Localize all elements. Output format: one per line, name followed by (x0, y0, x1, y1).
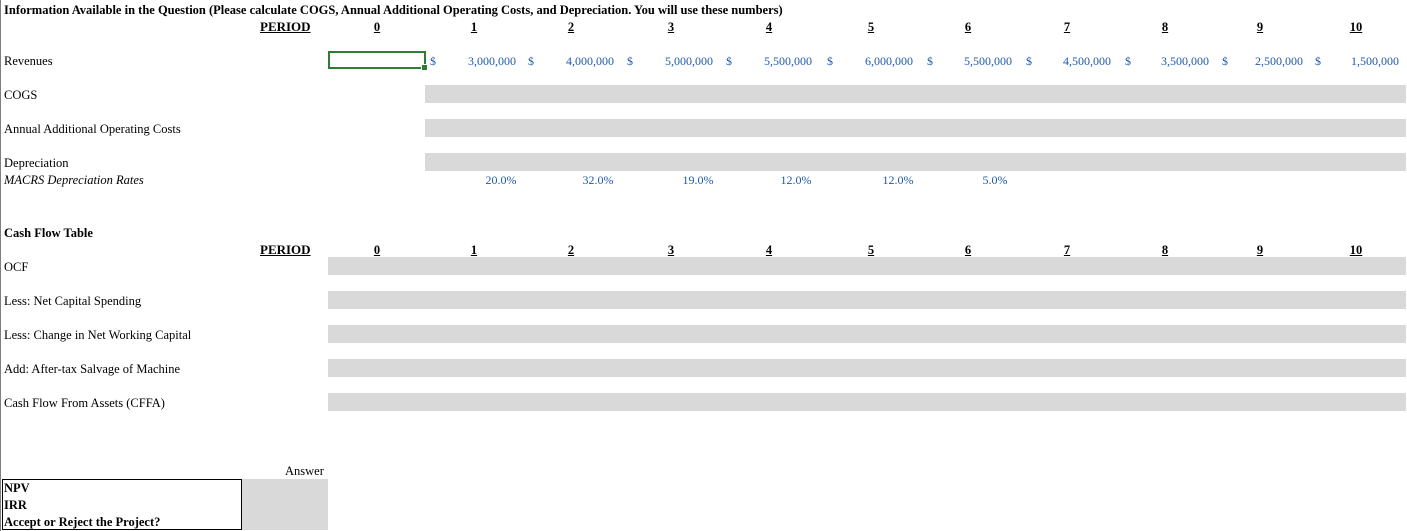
cf-period-header-10: 10 (1349, 243, 1363, 257)
irr-label: IRR (4, 498, 27, 512)
revenue-currency-1: $ (430, 54, 436, 68)
macrs-rate-3[interactable]: 19.0% (682, 173, 714, 187)
cf-period-header-9: 9 (1256, 243, 1264, 257)
row-label-depreciation[interactable]: Depreciation (4, 156, 69, 170)
row-label-macrs[interactable]: MACRS Depreciation Rates (4, 173, 144, 187)
cash-flow-title: Cash Flow Table (4, 226, 93, 240)
cf-period-header-8: 8 (1161, 243, 1169, 257)
revenue-currency-4: $ (726, 54, 732, 68)
cf-period-header-3: 3 (667, 243, 675, 257)
cffa-input-row[interactable] (328, 393, 1406, 411)
operating-costs-input-row[interactable] (425, 119, 1406, 137)
period-header-7: 7 (1063, 20, 1071, 34)
npv-label: NPV (4, 481, 30, 495)
macrs-rate-5[interactable]: 12.0% (882, 173, 914, 187)
revenue-cell-6[interactable]: 5,500,000 (964, 54, 1012, 68)
selected-cell[interactable] (328, 51, 428, 71)
revenue-cell-10[interactable]: 1,500,000 (1351, 54, 1399, 68)
revenue-cell-1[interactable]: 3,000,000 (468, 54, 516, 68)
period-header-5: 5 (867, 20, 875, 34)
capital-input-row[interactable] (328, 291, 1406, 309)
salvage-input-row[interactable] (328, 359, 1406, 377)
row-label-capital[interactable]: Less: Net Capital Spending (4, 294, 142, 308)
fill-handle[interactable] (421, 64, 428, 71)
depreciation-input-row[interactable] (425, 153, 1406, 171)
period-header-1: 1 (470, 20, 478, 34)
macrs-rate-1[interactable]: 20.0% (485, 173, 517, 187)
ocf-input-row[interactable] (328, 257, 1406, 275)
revenue-cell-5[interactable]: 6,000,000 (865, 54, 913, 68)
period-header-6: 6 (964, 20, 972, 34)
answer-input-cells[interactable] (241, 479, 328, 530)
period-label-cash-flow: PERIOD (260, 242, 311, 257)
row-label-nwc[interactable]: Less: Change in Net Working Capital (4, 328, 192, 342)
row-label-ocf[interactable]: OCF (4, 260, 29, 274)
row-label-salvage[interactable]: Add: After-tax Salvage of Machine (4, 362, 181, 376)
revenue-cell-7[interactable]: 4,500,000 (1063, 54, 1111, 68)
period-header-10: 10 (1349, 20, 1363, 34)
cf-period-header-5: 5 (867, 243, 875, 257)
row-label-revenues[interactable]: Revenues (4, 54, 53, 68)
revenue-currency-6: $ (927, 54, 933, 68)
revenue-cell-2[interactable]: 4,000,000 (566, 54, 614, 68)
macrs-rate-6[interactable]: 5.0% (982, 173, 1008, 187)
revenue-cell-8[interactable]: 3,500,000 (1161, 54, 1209, 68)
revenue-currency-2: $ (528, 54, 534, 68)
macrs-rate-2[interactable]: 32.0% (582, 173, 614, 187)
period-header-8: 8 (1161, 20, 1169, 34)
cf-period-header-2: 2 (567, 243, 575, 257)
revenue-currency-5: $ (827, 54, 833, 68)
answer-header: Answer (285, 464, 324, 478)
row-label-cffa[interactable]: Cash Flow From Assets (CFFA) (4, 396, 165, 410)
revenue-cell-4[interactable]: 5,500,000 (764, 54, 812, 68)
cf-period-header-7: 7 (1063, 243, 1071, 257)
revenue-currency-10: $ (1315, 54, 1321, 68)
cf-period-header-0: 0 (373, 243, 381, 257)
period-header-2: 2 (567, 20, 575, 34)
period-header-9: 9 (1256, 20, 1264, 34)
row-label-operating-costs[interactable]: Annual Additional Operating Costs (4, 122, 181, 136)
cf-period-header-1: 1 (470, 243, 478, 257)
revenue-cell-3[interactable]: 5,000,000 (665, 54, 713, 68)
revenue-currency-7: $ (1026, 54, 1032, 68)
sheet-left-border (0, 0, 1, 531)
cogs-input-row[interactable] (425, 85, 1406, 103)
revenue-currency-8: $ (1125, 54, 1131, 68)
period-header-3: 3 (667, 20, 675, 34)
revenue-currency-3: $ (627, 54, 633, 68)
revenue-cell-9[interactable]: 2,500,000 (1255, 54, 1303, 68)
period-label-top: PERIOD (260, 19, 311, 34)
period-header-0: 0 (373, 20, 381, 34)
period-header-4: 4 (765, 20, 773, 34)
macrs-rate-4[interactable]: 12.0% (780, 173, 812, 187)
row-label-cogs[interactable]: COGS (4, 88, 38, 102)
cf-period-header-4: 4 (765, 243, 773, 257)
revenue-currency-9: $ (1222, 54, 1228, 68)
nwc-input-row[interactable] (328, 325, 1406, 343)
decision-label: Accept or Reject the Project? (4, 515, 161, 529)
sheet-title: Information Available in the Question (P… (4, 3, 783, 17)
cf-period-header-6: 6 (964, 243, 972, 257)
